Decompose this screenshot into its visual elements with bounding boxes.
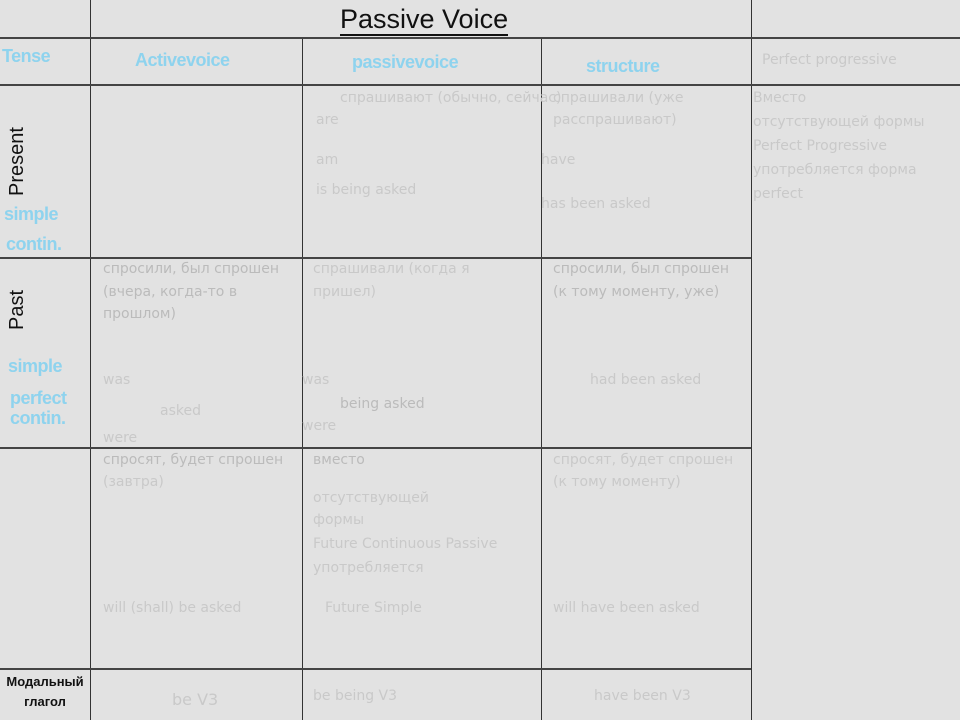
tag-simple: simple [8, 356, 63, 376]
header-tense: Tense [2, 46, 51, 66]
cell-text: спросят, будет спрошен [553, 452, 734, 468]
cell-text: is being asked [316, 182, 417, 198]
tag-contin: contin. [6, 234, 62, 254]
cell-text: спрашивали (когда я [313, 261, 470, 277]
cell-text: have been V3 [594, 688, 691, 704]
row-label-modal: Модальный глагол [6, 674, 84, 709]
cell-text: употребляется форма [753, 162, 917, 178]
cell-text: Future Simple [325, 600, 422, 616]
cell-text: расспрашивают) [553, 112, 677, 128]
cell-text: (к тому моменту) [553, 474, 681, 490]
cell-text: (завтра) [103, 474, 164, 490]
row-label-present: Present [6, 127, 28, 196]
cell-text: will (shall) be asked [103, 600, 242, 616]
cell-text: отсутствующей формы [753, 114, 925, 130]
tag-simple: simple [4, 204, 59, 224]
header-active-voice: Activevoice [135, 50, 230, 70]
row-label-past: Past [6, 289, 28, 330]
cell-text: употребляется [313, 560, 424, 576]
tag-perfect: perfect [10, 388, 67, 408]
cell-text: отсутствующей [313, 490, 429, 506]
cell-text: спрашивали (уже [553, 90, 684, 106]
cell-text: will have been asked [553, 600, 700, 616]
cell-text: were [103, 430, 138, 446]
cell-text: being asked [340, 396, 425, 412]
cell-text: be being V3 [313, 688, 398, 704]
tag-contin: contin. [10, 408, 66, 428]
header-passive-voice: passivevoice [352, 52, 459, 72]
page-title: Passive Voice [340, 4, 509, 36]
cell-text: прошлом) [103, 306, 176, 322]
cell-text: спрашивают (обычно, сейчас) [340, 90, 562, 106]
cell-text: Perfect Progressive [753, 138, 888, 154]
cell-text: have [541, 152, 576, 168]
cell-text: was [103, 372, 131, 388]
cell-text: спросят, будет спрошен [103, 452, 284, 468]
cell-text: (вчера, когда-то в [103, 284, 238, 300]
cell-text: Вместо [753, 90, 807, 106]
header-structure: structure [586, 56, 660, 76]
cell-text: was [302, 372, 330, 388]
cell-text: are [316, 112, 339, 128]
cell-text: were [302, 418, 337, 434]
cell-text: Future Continuous Passive [313, 536, 498, 552]
cell-text: asked [160, 403, 201, 419]
cell-text: had been asked [590, 372, 702, 388]
cell-text: пришел) [313, 284, 376, 300]
header-perfect-progressive: Perfect progressive [762, 52, 897, 68]
cell-text: (к тому моменту, уже) [553, 284, 720, 300]
cell-text: perfect [753, 186, 803, 202]
cell-text: спросили, был спрошен [553, 261, 730, 277]
cell-text: спросили, был спрошен [103, 261, 280, 277]
cell-text: вместо [313, 452, 365, 468]
cell-text: has been asked [541, 196, 651, 212]
cell-text: be V3 [172, 690, 219, 709]
cell-text: am [316, 152, 339, 168]
cell-text: формы [313, 512, 365, 528]
